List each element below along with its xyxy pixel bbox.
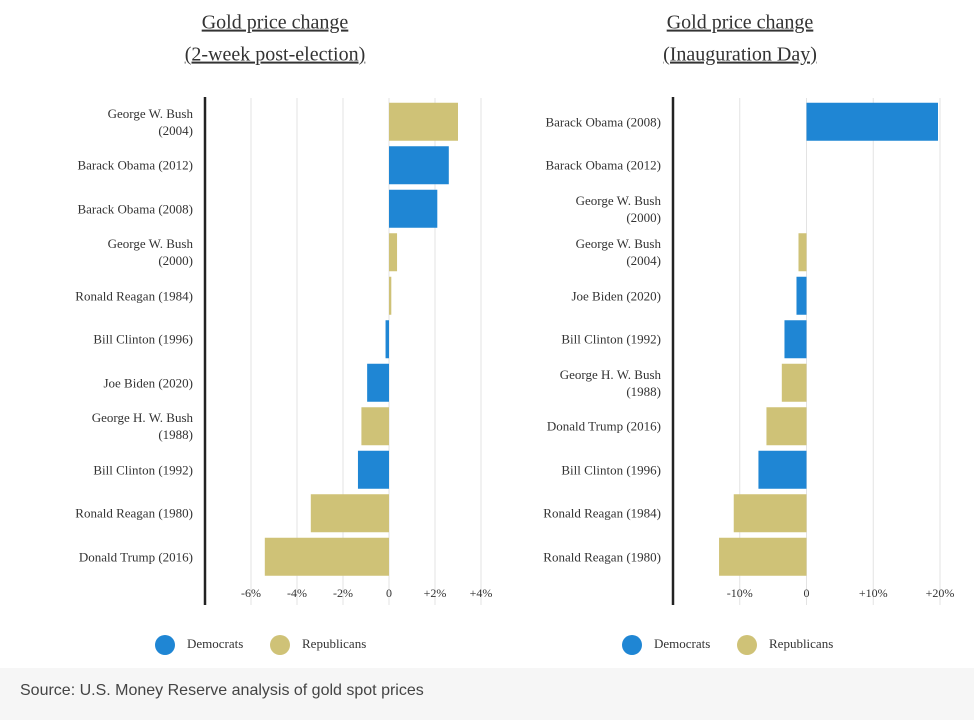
- bar: [389, 146, 449, 185]
- bar: [264, 537, 389, 576]
- legend-label: Democrats: [187, 636, 243, 651]
- y-tick-label: Bill Clinton (1996): [561, 462, 661, 478]
- chart-subtitle: (2-week post-election): [185, 44, 365, 66]
- y-tick-label: Bill Clinton (1996): [93, 331, 193, 347]
- bar: [758, 450, 807, 489]
- x-tick-label: +10%: [859, 586, 888, 600]
- charts: Gold price change (2-week post-election) -…: [155, 12, 955, 655]
- legend-swatch: [737, 635, 757, 655]
- y-tick-label: Barack Obama (2008): [77, 201, 193, 217]
- y-tick-label: Donald Trump (2016): [546, 418, 661, 434]
- y-tick-label: Bill Clinton (1992): [561, 331, 661, 347]
- x-tick-label: -4%: [287, 586, 307, 600]
- y-tick-label: Barack Obama (2012): [545, 157, 661, 173]
- x-tick-label: -2%: [333, 586, 353, 600]
- y-tick-label: George H. W. Bush (1988): [559, 366, 661, 399]
- x-tick-label: +20%: [926, 586, 955, 600]
- x-tick-label: +2%: [424, 586, 447, 600]
- source-bar: Source: U.S. Money Reserve analysis of g…: [0, 668, 974, 720]
- x-tick-label: 0: [804, 586, 810, 600]
- legend-label: Republicans: [302, 636, 366, 651]
- bar: [798, 233, 807, 272]
- bar: [784, 320, 807, 359]
- legend-label: Democrats: [654, 636, 710, 651]
- bar: [389, 189, 438, 228]
- bar: [389, 102, 458, 141]
- bar: [361, 407, 389, 446]
- legend-label: Republicans: [769, 636, 833, 651]
- x-tick-label: -6%: [241, 586, 261, 600]
- chart-title: Gold price change: [202, 12, 349, 34]
- y-tick-label: Joe Biden (2020): [571, 288, 661, 304]
- y-tick-label: George W. Bush (2004): [575, 236, 661, 269]
- y-tick-label: George H. W. Bush (1988): [91, 410, 193, 443]
- x-tick-label: +4%: [470, 586, 493, 600]
- y-tick-label: George W. Bush (2000): [575, 192, 661, 225]
- bar: [385, 320, 389, 359]
- y-tick-label: George W. Bush (2004): [107, 105, 193, 138]
- y-tick-label: Ronald Reagan (1984): [543, 505, 661, 521]
- bar: [367, 363, 389, 402]
- y-tick-label: Donald Trump (2016): [78, 549, 193, 565]
- bar: [389, 276, 392, 315]
- y-tick-label: Joe Biden (2020): [103, 375, 193, 391]
- y-tick-label: Bill Clinton (1992): [93, 462, 193, 478]
- bar: [733, 494, 807, 533]
- legend-swatch: [155, 635, 175, 655]
- legend-swatch: [270, 635, 290, 655]
- y-tick-label: Barack Obama (2008): [545, 114, 661, 130]
- y-tick-label: Ronald Reagan (1984): [75, 288, 193, 304]
- chart-subtitle: (Inauguration Day): [663, 44, 817, 66]
- legend-swatch: [622, 635, 642, 655]
- x-tick-label: -10%: [727, 586, 753, 600]
- bar: [766, 407, 807, 446]
- bar: [806, 102, 938, 141]
- y-tick-label: Ronald Reagan (1980): [543, 549, 661, 565]
- chart-title: Gold price change: [667, 12, 814, 34]
- y-tick-label: Ronald Reagan (1980): [75, 505, 193, 521]
- bar: [781, 363, 807, 402]
- y-tick-label: George W. Bush (2000): [107, 236, 193, 269]
- x-tick-label: 0: [386, 586, 392, 600]
- bar: [389, 233, 398, 272]
- bar: [719, 537, 807, 576]
- bar: [357, 450, 389, 489]
- y-tick-label: Barack Obama (2012): [77, 157, 193, 173]
- bar: [310, 494, 389, 533]
- source: Source: U.S. Money Reserve analysis of g…: [20, 682, 424, 699]
- bar: [796, 276, 807, 315]
